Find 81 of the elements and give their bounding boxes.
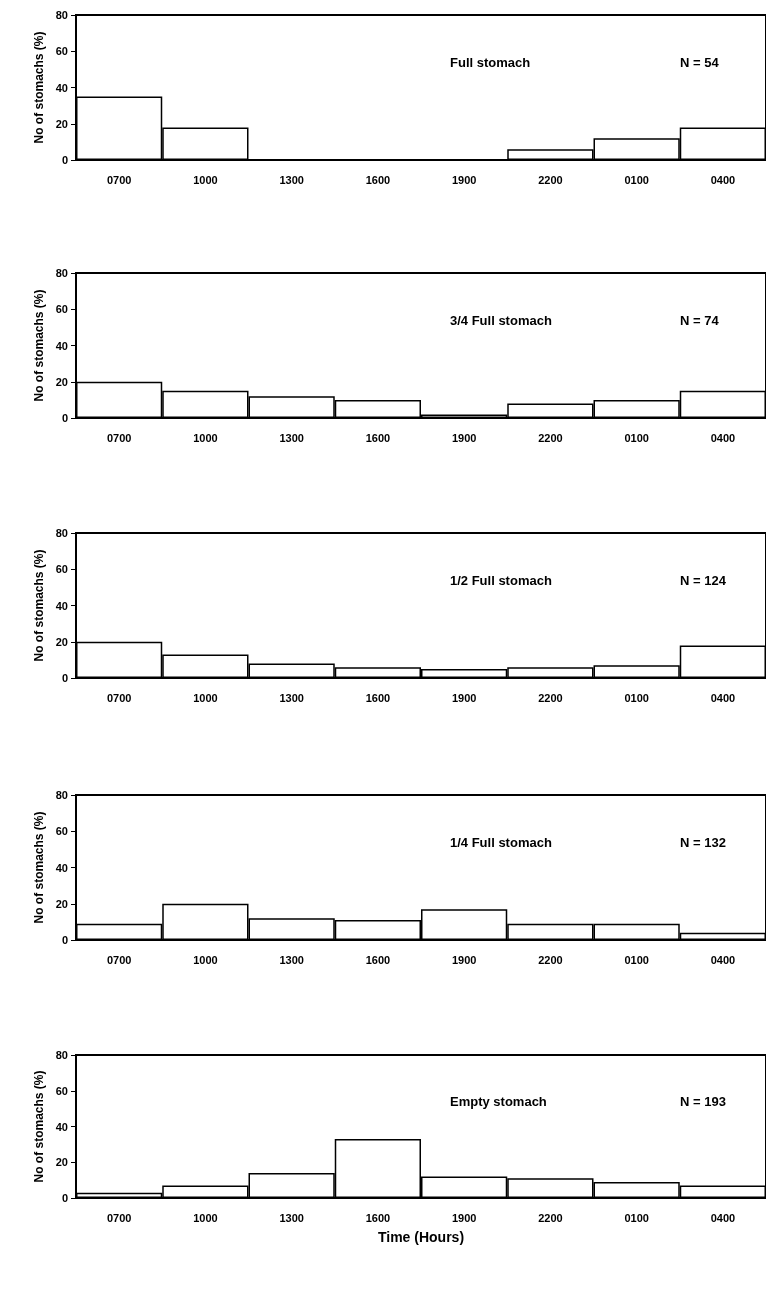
x-tick-label: 0400 [710, 173, 736, 186]
x-tick-label: 0700 [106, 431, 132, 444]
y-tick-label: 60 [55, 563, 68, 576]
annotation: N = 124 [679, 572, 727, 588]
annotation: 1/2 Full stomach [449, 572, 552, 588]
x-tick-label: 0100 [624, 1211, 649, 1224]
y-tick-label: 80 [55, 789, 68, 801]
annotation: 1/4 Full stomach [449, 834, 552, 850]
x-tick-label: 2200 [538, 953, 563, 966]
y-tick-label: 40 [55, 81, 68, 94]
y-tick-label: 40 [55, 339, 68, 352]
x-tick-label: 1900 [451, 173, 477, 186]
x-tick-label: 1000 [193, 953, 218, 966]
x-tick-label: 1000 [193, 691, 218, 704]
x-tick-label: 0700 [106, 1211, 132, 1224]
x-tick-label: 1300 [279, 953, 304, 966]
x-tick-label: 0700 [106, 953, 132, 966]
x-tick-label: 1300 [279, 173, 304, 186]
x-tick-label: 1900 [451, 691, 477, 704]
y-tick-label: 20 [55, 1156, 68, 1169]
x-tick-label: 1900 [451, 1211, 477, 1224]
x-tick-label: 1600 [365, 1211, 391, 1224]
y-axis-title: No of stomachs (%) [31, 31, 46, 144]
annotation: N = 54 [680, 54, 720, 70]
y-tick-label: 0 [61, 934, 68, 946]
y-tick-label: 0 [61, 672, 68, 684]
y-tick-label: 40 [55, 861, 68, 874]
x-tick-label: 0100 [624, 953, 649, 966]
y-tick-label: 60 [55, 825, 68, 838]
annotation: Full stomach [449, 54, 531, 70]
x-tick-label: 0700 [106, 173, 132, 186]
x-tick-label: 2200 [538, 431, 563, 444]
x-tick-label: 1300 [279, 691, 304, 704]
x-tick-label: 1000 [193, 431, 218, 444]
y-axis-title: No of stomachs (%) [31, 289, 46, 402]
x-tick-label: 1300 [279, 1211, 304, 1224]
y-tick-label: 20 [55, 375, 68, 388]
y-tick-label: 0 [61, 154, 68, 166]
annotation: N = 74 [680, 312, 720, 328]
x-tick-label: 2200 [538, 173, 563, 186]
y-tick-label: 80 [55, 267, 68, 279]
x-tick-label: 1900 [451, 431, 477, 444]
annotation: Empty stomach [449, 1094, 547, 1110]
x-tick-label: 1300 [279, 431, 304, 444]
x-tick-label: 1600 [365, 953, 391, 966]
y-axis-title: No of stomachs (%) [31, 1070, 46, 1183]
annotation: 3/4 Full stomach [449, 312, 552, 328]
x-tick-label: 0100 [624, 431, 649, 444]
y-tick-label: 20 [55, 897, 68, 910]
y-tick-label: 20 [55, 117, 68, 130]
y-axis-title: No of stomachs (%) [31, 811, 46, 924]
y-tick-label: 40 [55, 1120, 68, 1133]
y-axis-title: No of stomachs (%) [31, 549, 46, 662]
x-tick-label: 1600 [365, 431, 391, 444]
x-axis-title: Time (Hours) [377, 1229, 465, 1245]
x-tick-label: 2200 [538, 691, 563, 704]
x-tick-label: 0400 [710, 953, 736, 966]
y-tick-label: 20 [55, 635, 68, 648]
x-tick-label: 0100 [624, 691, 649, 704]
y-tick-label: 0 [61, 1192, 68, 1204]
x-tick-label: 1600 [365, 173, 391, 186]
x-tick-label: 1600 [365, 691, 391, 704]
y-tick-label: 60 [55, 45, 68, 58]
y-tick-label: 80 [55, 9, 68, 21]
x-tick-label: 0400 [710, 691, 736, 704]
annotation: N = 193 [679, 1094, 726, 1110]
y-tick-label: 40 [55, 599, 68, 612]
x-tick-label: 1900 [451, 953, 477, 966]
y-tick-label: 80 [55, 527, 68, 539]
x-tick-label: 0400 [710, 431, 736, 444]
y-tick-label: 0 [61, 412, 68, 424]
y-tick-label: 80 [55, 1049, 68, 1061]
y-tick-label: 60 [55, 1084, 68, 1097]
annotation: N = 132 [679, 834, 726, 850]
x-tick-label: 1000 [193, 173, 218, 186]
x-tick-label: 1000 [193, 1211, 218, 1224]
x-tick-label: 2200 [538, 1211, 563, 1224]
y-tick-label: 60 [55, 303, 68, 316]
x-tick-label: 0700 [106, 691, 132, 704]
x-tick-label: 0100 [624, 173, 649, 186]
x-tick-label: 0400 [710, 1211, 736, 1224]
